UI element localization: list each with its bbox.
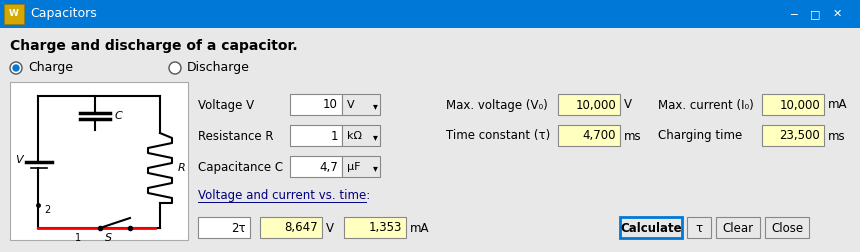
Text: ─: ─: [789, 9, 796, 19]
FancyBboxPatch shape: [687, 217, 711, 238]
Text: Charge and discharge of a capacitor.: Charge and discharge of a capacitor.: [10, 39, 298, 53]
Text: Calculate: Calculate: [620, 222, 682, 235]
FancyBboxPatch shape: [716, 217, 760, 238]
Text: mA: mA: [828, 99, 847, 111]
Text: 4,700: 4,700: [582, 130, 616, 142]
Text: Clear: Clear: [722, 222, 753, 235]
Text: 1: 1: [75, 233, 81, 243]
FancyBboxPatch shape: [198, 217, 250, 238]
FancyBboxPatch shape: [0, 0, 860, 28]
Text: μF: μF: [347, 162, 360, 172]
FancyBboxPatch shape: [620, 217, 682, 238]
Text: R: R: [178, 163, 186, 173]
Circle shape: [169, 62, 181, 74]
FancyBboxPatch shape: [290, 125, 342, 146]
Text: 2: 2: [44, 205, 50, 215]
Text: W: W: [9, 10, 19, 18]
Text: □: □: [810, 9, 820, 19]
Text: ▾: ▾: [373, 132, 378, 142]
Text: 8,647: 8,647: [285, 222, 318, 235]
FancyBboxPatch shape: [558, 94, 620, 115]
FancyBboxPatch shape: [762, 94, 824, 115]
FancyBboxPatch shape: [290, 94, 342, 115]
Text: 1,353: 1,353: [369, 222, 402, 235]
Text: ✕: ✕: [832, 9, 842, 19]
Text: 10,000: 10,000: [575, 99, 616, 111]
FancyBboxPatch shape: [4, 4, 24, 24]
Text: V: V: [326, 222, 334, 235]
Text: Max. voltage (V₀): Max. voltage (V₀): [446, 99, 548, 111]
FancyBboxPatch shape: [762, 125, 824, 146]
Text: kΩ: kΩ: [347, 131, 362, 141]
Text: Time constant (τ): Time constant (τ): [446, 130, 550, 142]
Text: Capacitance C: Capacitance C: [198, 161, 283, 173]
Circle shape: [10, 62, 22, 74]
Text: Voltage and current vs. time:: Voltage and current vs. time:: [198, 190, 371, 203]
Text: C: C: [115, 111, 123, 121]
Text: Charging time: Charging time: [658, 130, 742, 142]
Text: ▾: ▾: [373, 163, 378, 173]
FancyBboxPatch shape: [342, 156, 380, 177]
Text: Discharge: Discharge: [187, 61, 250, 75]
Text: V: V: [15, 155, 22, 165]
Text: Max. current (I₀): Max. current (I₀): [658, 99, 753, 111]
Text: 23,500: 23,500: [779, 130, 820, 142]
Text: τ: τ: [696, 222, 703, 235]
Text: Resistance R: Resistance R: [198, 130, 273, 142]
Text: Close: Close: [771, 222, 803, 235]
Text: 4,7: 4,7: [319, 161, 338, 173]
Text: V: V: [624, 99, 632, 111]
Text: Voltage V: Voltage V: [198, 99, 254, 111]
FancyBboxPatch shape: [344, 217, 406, 238]
Text: ▾: ▾: [373, 101, 378, 111]
Text: V: V: [347, 100, 354, 110]
Text: ms: ms: [828, 130, 845, 142]
FancyBboxPatch shape: [765, 217, 809, 238]
Text: 10,000: 10,000: [779, 99, 820, 111]
Text: 1: 1: [330, 130, 338, 142]
Text: mA: mA: [410, 222, 429, 235]
Text: 10: 10: [323, 99, 338, 111]
FancyBboxPatch shape: [290, 156, 342, 177]
FancyBboxPatch shape: [10, 82, 188, 240]
FancyBboxPatch shape: [260, 217, 322, 238]
Text: S: S: [105, 233, 112, 243]
Text: Charge: Charge: [28, 61, 73, 75]
FancyBboxPatch shape: [0, 28, 860, 252]
Text: Capacitors: Capacitors: [30, 8, 96, 20]
FancyBboxPatch shape: [342, 125, 380, 146]
FancyBboxPatch shape: [342, 94, 380, 115]
Circle shape: [13, 65, 19, 71]
FancyBboxPatch shape: [558, 125, 620, 146]
Text: 2τ: 2τ: [231, 222, 246, 235]
Text: ms: ms: [624, 130, 642, 142]
